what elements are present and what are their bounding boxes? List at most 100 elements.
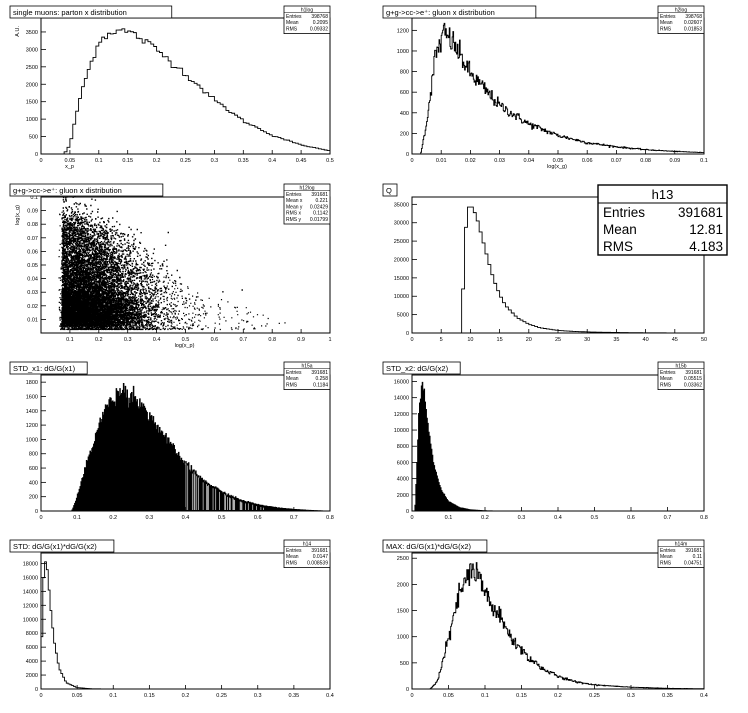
stats-value: 398768 [685,14,702,20]
panel-p2: 0 0.01 0.02 0.03 0.04 0.05 0.06 0.07 0.08 0.09 0.1… [382,5,708,170]
x-tick-label: 0.5 [182,337,190,343]
x-tick-label: 0 [410,337,413,343]
y-tick-label: 14000 [23,589,38,595]
stats-frame [283,539,331,569]
y-tick-label: 2500 [397,556,409,562]
x-tick-label: 0.09 [669,158,680,164]
x-tick-label: 0.03 [494,158,505,164]
title-box-p5: STD_x1: dG/G(x1) [9,361,88,375]
y-tick-label: 30000 [394,221,409,227]
panel-title: Q [386,186,392,195]
panel-p7: 0 0.05 0.1 0.15 0.2 0.25 0.3 0.35 0.4 0 2000 4000 60… [9,539,334,699]
x-tick-label: 0.05 [65,158,76,164]
plot-frame-p6 [411,374,705,512]
panel-p1: 0 0.05 0.1 0.15 0.2 0.25 0.3 0.35 0.4 0.45 0.5 0 500… [9,5,334,170]
stats-frame [597,184,728,256]
x-tick-label: 0.3 [146,515,154,521]
x-tick-label: 10 [467,337,473,343]
stats-label: Entries [286,370,302,376]
x-tick-label: 0.15 [144,693,155,699]
stats-label: RMS [286,382,298,388]
y-tick-label: 18000 [23,561,38,567]
x-tick-label: 0.3 [124,337,132,343]
x-axis-label: log(x_g) [547,164,567,170]
panel-title: STD_x1: dG/G(x1) [13,364,76,373]
y-tick-label: 3500 [26,30,38,36]
stats-label: Entries [660,548,676,554]
x-tick-label: 0 [410,158,413,164]
x-tick-label: 0.2 [95,337,103,343]
y-tick-label: 0.04 [27,277,38,283]
x-tick-label: 0.2 [182,693,190,699]
plot-frame-p7 [40,552,331,690]
panel-p5: 0 0.1 0.2 0.3 0.4 0.5 0.6 0.7 0.8 0 200 400 600 800 10… [9,361,334,521]
stats-label: Entries [286,548,302,554]
stats-label: Entries [286,192,302,198]
x-tick-label: 0.4 [326,693,334,699]
stats-label: Entries [660,14,676,20]
y-tick-label: 6000 [397,460,409,466]
x-tick-label: 30 [584,337,590,343]
stats-label: Mean [660,376,673,382]
panel-p6: 0 0.1 0.2 0.3 0.4 0.5 0.6 0.7 0.8 0 2000 4000 6000 80… [382,361,708,521]
x-tick-label: 0.25 [180,158,191,164]
title-frame [9,183,164,197]
y-tick-label: 0.01 [27,317,38,323]
y-tick-label: 12000 [23,603,38,609]
stats-value: 0.05515 [684,376,702,382]
stats-label: Mean [286,554,299,560]
title-box-p4: Q [382,183,398,197]
x-axis-label: log(x_p) [175,343,195,349]
plot-frame-p8 [411,552,705,690]
title-frame [382,361,461,375]
panel-title: MAX: dG/G(x1)*dG/G(x2) [386,542,472,551]
y-tick-label: 10000 [394,294,409,300]
stats-value: 12.81 [689,222,723,237]
x-tick-label: 0.3 [211,158,219,164]
y-tick-label: 1500 [397,609,409,615]
scatter-points-p3 [58,188,286,331]
y-tick-label: 10000 [23,617,38,623]
title-box-p6: STD_x2: dG/G(x2) [382,361,461,375]
x-tick-label: 0.9 [297,337,305,343]
title-box-p8: MAX: dG/G(x1)*dG/G(x2) [382,539,488,553]
title-box-p7: STD: dG/G(x1)*dG/G(x2) [9,539,115,553]
x-tick-label: 0.25 [216,693,227,699]
stats-value: 391681 [685,548,702,554]
x-tick-label: 1 [328,337,331,343]
y-tick-label: 0 [406,152,409,158]
x-tick-label: 0.15 [516,693,527,699]
stats-value: 0.0147 [313,554,329,560]
y-tick-label: 2000 [397,582,409,588]
x-tick-label: 0.5 [326,158,334,164]
x-tick-label: 0.01 [436,158,447,164]
y-tick-label: 0.1 [30,195,38,201]
y-tick-label: 35000 [394,202,409,208]
y-tick-label: 400 [400,111,409,117]
stats-frame [283,361,331,391]
y-tick-label: 0 [406,331,409,337]
stats-label: Entries [660,370,676,376]
stats-label: Mean [603,222,637,237]
stats-value: 0.11 [693,554,703,560]
x-tick-label: 0.5 [591,515,599,521]
panel-title: STD: dG/G(x1)*dG/G(x2) [13,542,97,551]
x-tick-label: 0.05 [553,158,564,164]
histogram-p2 [412,22,705,155]
stats-value: 0.09332 [310,26,328,32]
x-tick-label: 0.6 [627,515,635,521]
title-frame [9,361,88,375]
x-tick-label: 35 [613,337,619,343]
x-tick-label: 0.7 [664,515,672,521]
stats-label: RMS [286,26,298,32]
title-box-p1: single muons: parton x distribution [9,5,173,19]
stats-label: Entries [603,205,645,220]
y-tick-label: 1000 [397,635,409,641]
stats-label: RMS [660,26,672,32]
x-tick-label: 0.1 [109,693,117,699]
stats-label: Mean [286,376,299,382]
stats-value: 391681 [311,370,328,376]
